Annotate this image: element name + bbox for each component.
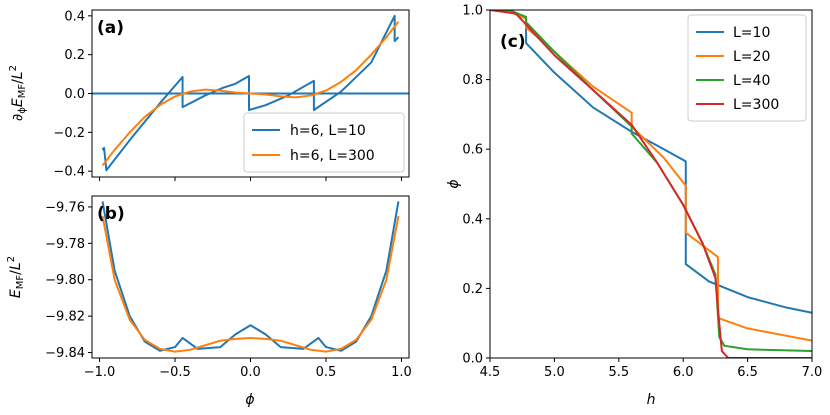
y-axis-label-part: L <box>10 71 26 79</box>
y-tick-label: −9.78 <box>45 237 85 252</box>
y-tick-label: 0.2 <box>462 282 483 297</box>
x-tick-label: −1.0 <box>84 365 116 380</box>
legend-label: L=300 <box>733 97 779 113</box>
panel-c: 4.5 5.0 5.5 6.0 6.5 7.0 0.0 0.2 0.4 0.6 0.8 1.0 (c) h… <box>446 4 822 409</box>
y-axis-label-part: L <box>8 262 24 270</box>
legend-label: h=6, L=10 <box>290 123 366 139</box>
x-tick-label: 6.5 <box>737 365 758 380</box>
legend-box <box>243 112 405 173</box>
y-tick-label: −0.2 <box>53 126 85 141</box>
y-axis-label-a: ∂ϕEMF/L2 <box>8 65 28 121</box>
x-tick-label: 5.0 <box>544 365 565 380</box>
y-axis-label-b: EMF/L2 <box>6 256 26 298</box>
y-axis-label-part: ∂ <box>10 114 26 121</box>
y-tick-label: −9.84 <box>45 346 85 361</box>
series-group <box>101 201 400 353</box>
x-tick-label: 4.5 <box>480 365 501 380</box>
y-axis-label-c: ϕ <box>446 179 462 188</box>
y-axis-label-part: ϕ <box>17 107 28 114</box>
series-line-h-6-l-300 <box>101 21 400 166</box>
legend-label: L=20 <box>733 49 770 65</box>
y-axis-label-part: / <box>10 79 26 84</box>
series-line-h-6-l-300 <box>101 215 400 353</box>
x-tick-label: 7.0 <box>802 365 823 380</box>
legend-a: h=6, L=10 h=6, L=300 <box>243 112 405 173</box>
y-axis-label-part: E <box>8 289 24 298</box>
y-tick-label: 0.0 <box>462 352 483 367</box>
y-tick-label: 0.8 <box>462 73 483 88</box>
panel-label-c: (c) <box>500 32 526 52</box>
y-axis-label-part: / <box>8 270 24 275</box>
y-tick-label: −9.76 <box>45 200 85 215</box>
y-tick-label: −9.80 <box>45 273 85 288</box>
legend-label: L=40 <box>733 73 770 89</box>
panel-a: −0.4−0.20.00.20.4(a)∂ϕEMF/L2h=6, L=10h=6… <box>8 9 410 181</box>
x-tick-label: 1.0 <box>391 365 412 380</box>
legend-label: h=6, L=300 <box>290 148 375 164</box>
x-tick-label: −0.5 <box>159 365 191 380</box>
series-group <box>490 10 812 358</box>
series-group <box>92 14 409 172</box>
series-line-h-6-l-10 <box>101 14 400 172</box>
x-tick-label: 6.0 <box>673 365 694 380</box>
y-axis-label-part: 2 <box>6 256 17 262</box>
y-axis-label-part: MF <box>17 84 28 99</box>
panel-b: −1.0 −0.5 0.0 0.5 1.0 −9.76 −9.78 −9.80 −9.82 −9.… <box>6 195 412 408</box>
y-tick-label: 0.6 <box>462 143 483 158</box>
y-tick-label: −0.4 <box>53 165 85 180</box>
y-tick-label: 0.0 <box>64 87 85 102</box>
legend-box <box>687 14 807 122</box>
y-axis-label-part: E <box>10 98 26 107</box>
series-line-h-6-l-10 <box>101 201 400 352</box>
legend-label: L=10 <box>733 25 770 41</box>
series-line-l-300 <box>490 10 812 358</box>
x-tick-label: 5.5 <box>608 365 629 380</box>
panel-label-b: (b) <box>97 204 125 224</box>
legend-c: L=10 L=20 L=40 L=300 <box>687 14 807 122</box>
x-tick-label: 0.5 <box>316 365 337 380</box>
y-tick-label: −9.82 <box>45 310 85 325</box>
y-axis-label-part: MF <box>15 275 26 290</box>
y-tick-label: 1.0 <box>462 4 483 19</box>
x-axis-label-c: h <box>647 392 656 408</box>
y-axis-label-part: 2 <box>8 65 19 71</box>
panel-label-a: (a) <box>97 18 124 38</box>
plot-frame <box>489 9 813 359</box>
x-axis-label-b: ϕ <box>245 392 254 408</box>
y-tick-label: 0.4 <box>64 9 85 24</box>
x-tick-label: 0.0 <box>240 365 261 380</box>
y-tick-label: 0.4 <box>462 212 483 227</box>
y-tick-label: 0.2 <box>64 48 85 63</box>
